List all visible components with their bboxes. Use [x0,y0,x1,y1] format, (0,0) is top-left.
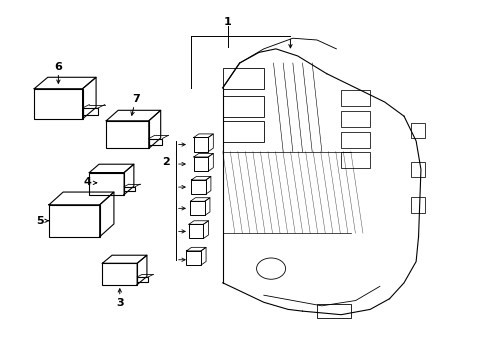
Bar [410,197,424,213]
Text: 1: 1 [223,17,231,27]
Text: 4: 4 [83,177,91,187]
Bar [223,68,264,89]
Bar [341,90,369,105]
Bar [410,162,424,177]
Bar [341,111,369,127]
Text: 5: 5 [37,216,44,226]
Text: 7: 7 [132,94,139,104]
Text: 2: 2 [162,157,170,167]
Bar [188,224,203,238]
Bar [191,180,205,194]
Text: 3: 3 [116,298,123,308]
Bar [186,251,201,265]
Bar [190,201,204,215]
Bar [341,152,369,168]
Bar [316,304,350,318]
Bar [193,157,208,171]
Bar [223,96,264,117]
Bar [193,138,208,152]
Text: 6: 6 [54,62,62,72]
Bar [410,123,424,138]
Bar [223,121,264,142]
Bar [341,132,369,148]
